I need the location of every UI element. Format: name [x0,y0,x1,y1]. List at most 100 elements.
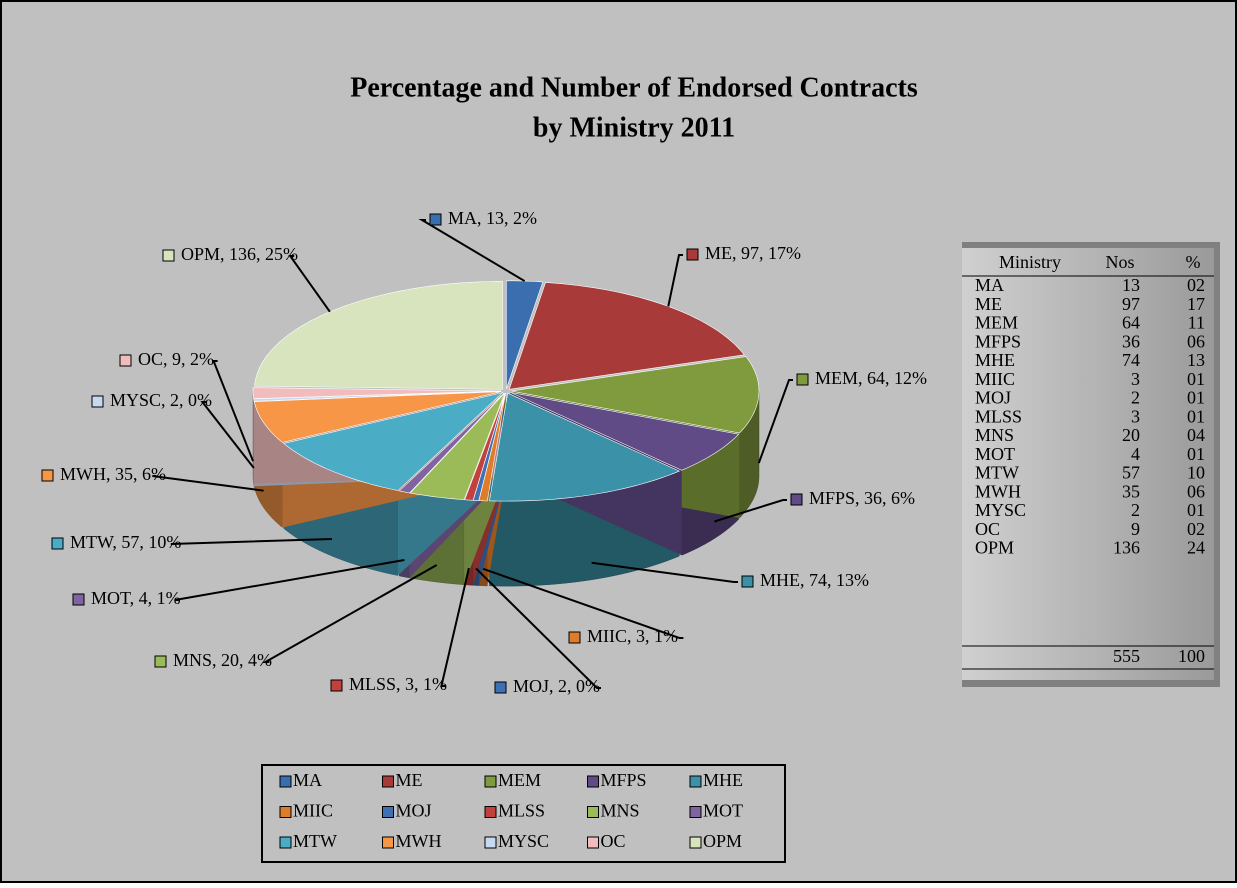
legend-swatch [383,807,394,818]
label-swatch [495,682,506,693]
legend-swatch [588,776,599,787]
label-swatch [331,680,342,691]
label-swatch [155,656,166,667]
table-cell: OC [975,519,1000,539]
data-label: MLSS, 3, 1% [349,674,447,694]
data-label: OC, 9, 2% [138,349,214,369]
legend-label: MIIC [293,801,333,821]
legend-label: MTW [293,831,337,851]
table-total: 555 [1113,646,1140,666]
label-swatch [92,396,103,407]
table-cell: 01 [1187,406,1205,426]
chart-subtitle: by Ministry 2011 [533,112,735,143]
table-cell: 13 [1187,350,1205,370]
table-cell: 02 [1187,519,1205,539]
legend-label: MEM [498,770,541,790]
data-label: MOJ, 2, 0% [513,676,600,696]
data-label: MOT, 4, 1% [91,588,181,608]
legend-swatch [588,807,599,818]
table-cell: 17 [1187,294,1205,314]
legend-label: MWH [396,831,442,851]
legend-swatch [383,776,394,787]
table-header: Ministry [999,252,1061,272]
legend-label: OPM [703,831,742,851]
table-cell: 01 [1187,369,1205,389]
label-swatch [797,374,808,385]
table-cell: MA [975,275,1004,295]
table-cell: MTW [975,463,1019,483]
table-cell: MWH [975,481,1021,501]
data-label: MEM, 64, 12% [815,368,927,388]
data-label: MHE, 74, 13% [760,570,869,590]
legend-label: MOT [703,801,743,821]
table-cell: 01 [1187,500,1205,520]
table-cell: 36 [1122,331,1140,351]
table-cell: MLSS [975,406,1022,426]
table-cell: MYSC [975,500,1026,520]
table-cell: 24 [1187,538,1205,558]
legend-swatch [485,807,496,818]
table-cell: MOJ [975,388,1011,408]
label-swatch [42,470,53,481]
table-cell: 13 [1122,275,1140,295]
table-cell: MFPS [975,331,1021,351]
data-label: ME, 97, 17% [705,243,801,263]
legend-label: OC [601,831,626,851]
legend-label: MNS [601,801,640,821]
table-header: Nos [1105,252,1134,272]
table-cell: 06 [1187,331,1205,351]
table-cell: 01 [1187,444,1205,464]
table-cell: OPM [975,538,1014,558]
label-swatch [569,632,580,643]
data-label: MYSC, 2, 0% [110,390,212,410]
table-cell: 97 [1122,294,1140,314]
table-cell: 9 [1131,519,1140,539]
label-swatch [430,214,441,225]
label-swatch [120,355,131,366]
legend-label: MA [293,770,322,790]
legend-label: MHE [703,770,743,790]
table-cell: 74 [1122,350,1140,370]
table-cell: 06 [1187,481,1205,501]
table-cell: 2 [1131,500,1140,520]
slice-side [253,391,254,484]
legend-swatch [588,837,599,848]
table-cell: 4 [1131,444,1140,464]
table-cell: MEM [975,313,1018,333]
data-label: MWH, 35, 6% [60,464,166,484]
table-cell: ME [975,294,1002,314]
label-swatch [73,594,84,605]
table-cell: 10 [1187,463,1205,483]
label-swatch [791,494,802,505]
table-cell: 04 [1187,425,1205,445]
data-label: OPM, 136, 25% [181,244,298,264]
table-cell: 01 [1187,388,1205,408]
legend-label: ME [396,770,423,790]
table-cell: 2 [1131,388,1140,408]
legend-label: MYSC [498,831,549,851]
label-swatch [742,576,753,587]
table-cell: 35 [1122,481,1140,501]
table-cell: MOT [975,444,1015,464]
table-cell: 136 [1113,538,1140,558]
table-total: 100 [1178,646,1205,666]
label-swatch [52,538,63,549]
legend-swatch [280,776,291,787]
table-cell: 02 [1187,275,1205,295]
legend-swatch [280,807,291,818]
legend-swatch [690,807,701,818]
legend-label: MLSS [498,801,545,821]
legend-label: MFPS [601,770,647,790]
legend-swatch [485,776,496,787]
table-cell: MNS [975,425,1014,445]
data-label: MIIC, 3, 1% [587,626,678,646]
table-cell: 57 [1122,463,1140,483]
table-cell: 3 [1131,406,1140,426]
table-cell: 11 [1188,313,1205,333]
data-label: MNS, 20, 4% [173,650,272,670]
data-label: MFPS, 36, 6% [809,488,915,508]
legend-swatch [383,837,394,848]
table-cell: 3 [1131,369,1140,389]
label-swatch [687,249,698,260]
